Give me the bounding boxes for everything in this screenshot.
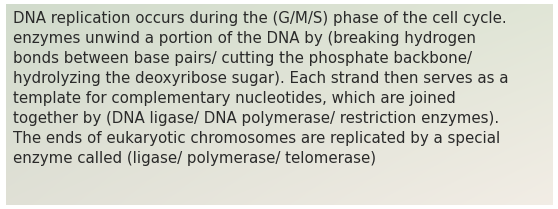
Text: DNA replication occurs during the (G/M/S) phase of the cell cycle.
enzymes unwin: DNA replication occurs during the (G/M/S…: [13, 11, 509, 167]
